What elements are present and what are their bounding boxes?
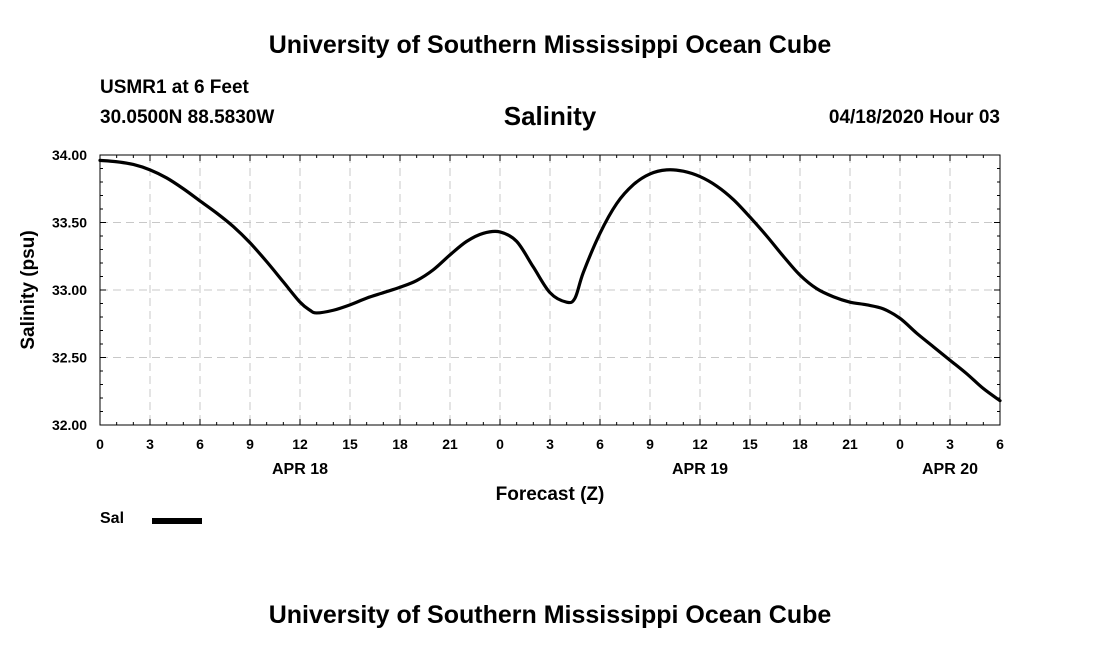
x-tick-label: 21 [442, 436, 458, 452]
x-tick-label: 0 [496, 436, 504, 452]
x-tick-label: 6 [996, 436, 1004, 452]
legend: Sal [100, 510, 203, 528]
x-tick-label: 9 [646, 436, 654, 452]
x-tick-label: 0 [96, 436, 104, 452]
station-label: USMR1 at 6 Feet [100, 77, 249, 98]
x-tick-label: 12 [292, 436, 308, 452]
x-tick-label: 9 [246, 436, 254, 452]
y-tick-label: 34.00 [52, 147, 87, 163]
page-title-top: University of Southern Mississippi Ocean… [268, 31, 832, 59]
y-axis-label: Salinity (psu) [18, 230, 39, 349]
x-tick-label: 15 [742, 436, 758, 452]
datetime-label: 04/18/2020 Hour 03 [828, 107, 1000, 128]
y-tick-label: 32.50 [52, 350, 87, 366]
x-axis-tick-labels: 0 3 6 9 12 15 18 21 0 3 6 9 12 15 18 21 0 3 6 [96, 436, 1004, 452]
x-axis-label: Forecast (Z) [496, 484, 605, 505]
date-label: APR 19 [672, 461, 728, 478]
grid-lines [100, 155, 1000, 425]
legend-label: Sal [100, 510, 125, 527]
chart-title: Salinity [503, 101, 597, 131]
salinity-series-line [98, 158, 1002, 403]
x-tick-label: 3 [146, 436, 154, 452]
x-tick-label: 18 [792, 436, 808, 452]
x-tick-label: 6 [596, 436, 604, 452]
x-tick-label: 12 [692, 436, 708, 452]
y-axis-tick-labels: 32.00 32.50 33.00 33.50 34.00 [52, 147, 87, 433]
date-label: APR 20 [922, 461, 978, 478]
x-tick-label: 15 [342, 436, 358, 452]
y-tick-label: 32.00 [52, 417, 87, 433]
x-tick-label: 6 [196, 436, 204, 452]
x-tick-label: 3 [546, 436, 554, 452]
axis-ticks [99, 154, 1001, 426]
date-labels: APR 18 APR 19 APR 20 [272, 461, 978, 478]
y-tick-label: 33.00 [52, 282, 87, 298]
y-tick-label: 33.50 [52, 215, 87, 231]
x-tick-label: 18 [392, 436, 408, 452]
legend-swatch [152, 517, 203, 524]
date-label: APR 18 [272, 461, 328, 478]
x-tick-label: 3 [946, 436, 954, 452]
coordinates-label: 30.0500N 88.5830W [100, 107, 275, 128]
x-tick-label: 21 [842, 436, 858, 452]
page-title-bottom: University of Southern Mississippi Ocean… [268, 601, 832, 629]
x-tick-label: 0 [896, 436, 904, 452]
